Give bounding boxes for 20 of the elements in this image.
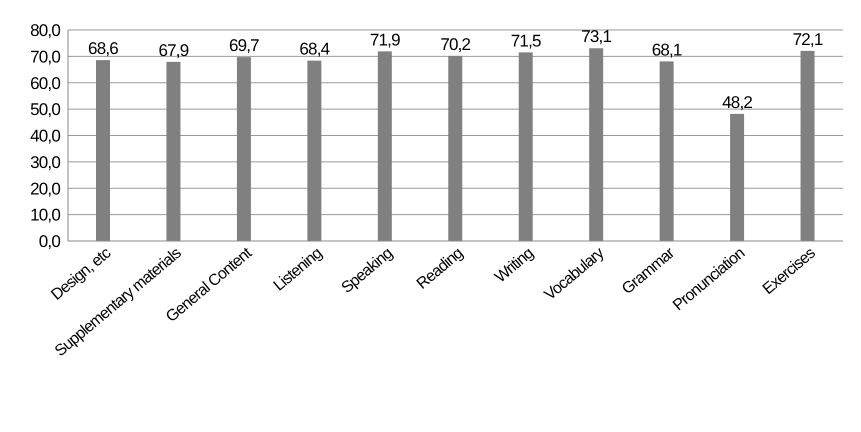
- data-label: 72,1: [792, 30, 823, 49]
- y-tick-label: 40,0: [30, 126, 60, 146]
- data-label: 69,7: [228, 36, 260, 56]
- y-tick-label: 50,0: [30, 100, 60, 120]
- y-tick-label: 60,0: [30, 74, 60, 93]
- data-label: 68,4: [299, 40, 330, 59]
- data-label: 67,9: [158, 40, 189, 60]
- y-tick-label: 20,0: [30, 179, 60, 198]
- data-label: 68,1: [652, 40, 682, 60]
- data-label: 70,2: [440, 34, 471, 54]
- y-tick-label: 0,0: [38, 232, 60, 252]
- y-tick-label: 70,0: [30, 47, 60, 66]
- data-label: 48,2: [722, 92, 752, 112]
- y-tick-label: 80,0: [30, 21, 60, 40]
- data-label: 73,1: [581, 27, 612, 46]
- y-tick-label: 30,0: [30, 152, 60, 172]
- y-tick-label: 10,0: [30, 206, 60, 225]
- data-label: 71,9: [370, 30, 400, 50]
- data-label: 71,5: [510, 31, 542, 50]
- data-label: 68,6: [88, 39, 118, 58]
